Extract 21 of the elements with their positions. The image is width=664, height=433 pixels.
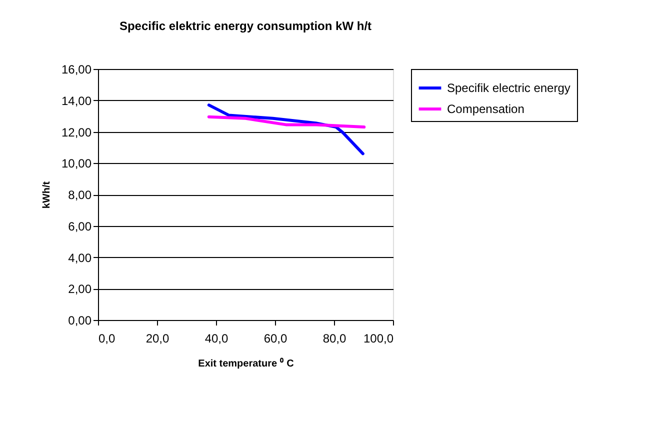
y-tick-label: 12,00 — [61, 125, 92, 140]
x-tick-label: 0,0 — [98, 332, 116, 346]
y-tick-label: 4,00 — [68, 250, 92, 265]
legend-label: Compensation — [447, 102, 524, 116]
chart-title: Specific elektric energy consumption kW h/t — [119, 19, 372, 33]
y-axis-title: kWh/t — [41, 180, 52, 209]
y-tick-label: 6,00 — [68, 219, 92, 234]
x-tick-label: 60,0 — [264, 332, 288, 346]
y-tick-label: 10,00 — [61, 156, 92, 171]
x-tick-label: 80,0 — [322, 332, 346, 346]
y-tick-label: 0,00 — [68, 314, 92, 328]
x-axis-title: Exit temperature ⁰ C — [198, 358, 294, 370]
y-tick-label: 16,00 — [61, 62, 92, 76]
line-series — [207, 115, 366, 129]
x-tick-label: 40,0 — [204, 332, 228, 346]
x-tick-label: 100,0 — [363, 332, 394, 346]
y-tick-label: 14,00 — [61, 94, 92, 108]
y-tick-label: 8,00 — [68, 188, 92, 202]
y-tick-label: 2,00 — [68, 282, 92, 296]
legend-label: Specifik electric energy — [447, 81, 570, 95]
x-tick-label: 20,0 — [146, 332, 170, 346]
